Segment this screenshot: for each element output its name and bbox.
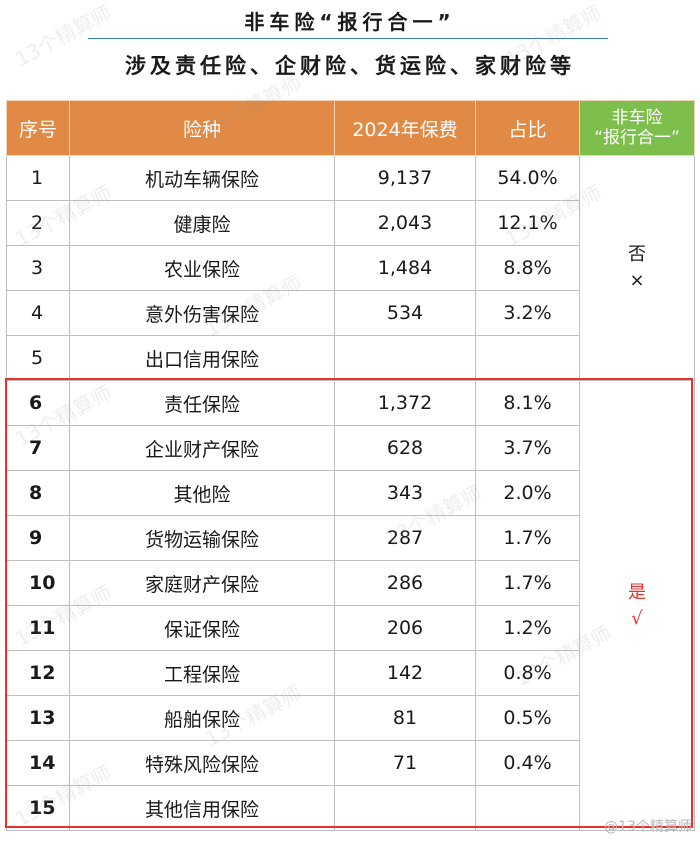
cell-share: 8.8% [475,245,580,291]
cell-type: 企业财产保险 [69,425,335,471]
yes-mark-cell: 是 √ [579,380,695,831]
cell-seq: 9 [6,515,70,561]
table-row: 2 健康险 2,043 12.1% [6,200,695,246]
header-premium: 2024年保费 [334,100,476,156]
cell-seq: 4 [6,290,70,336]
cell-type: 出口信用保险 [69,335,335,381]
table-row: 1 机动车辆保险 9,137 54.0% 否 × [6,155,695,381]
cell-type: 农业保险 [69,245,335,291]
cell-type: 保证保险 [69,605,335,651]
cell-premium: 2,043 [334,200,476,246]
cell-type: 其他信用保险 [69,785,335,831]
cell-share: 1.7% [475,515,580,561]
cell-seq: 5 [6,335,70,381]
cell-share [475,785,580,831]
credit-watermark: @13个精算师 [604,819,692,835]
table-row: 11 保证保险 206 1.2% [6,605,695,651]
table-row: 7 企业财产保险 628 3.7% [6,425,695,471]
cell-share: 8.1% [475,380,580,426]
cell-premium: 1,372 [334,380,476,426]
cell-type: 特殊风险保险 [69,740,335,786]
header-report-match-line2: “报行合一” [594,128,680,148]
cell-seq: 11 [6,605,70,651]
table-row: 4 意外伤害保险 534 3.2% [6,290,695,336]
cell-premium: 286 [334,560,476,606]
table-row: 3 农业保险 1,484 8.8% [6,245,695,291]
cell-seq: 14 [6,740,70,786]
cell-share: 3.7% [475,425,580,471]
cell-premium: 9,137 [334,155,476,201]
cell-share: 54.0% [475,155,580,201]
table-row: 6 责任保险 1,372 8.1% 是 √ [6,380,695,831]
yes-mark-text: 是 [628,581,646,603]
cell-seq: 3 [6,245,70,291]
cell-seq: 8 [6,470,70,516]
header-type: 险种 [69,100,335,156]
cell-type: 船舶保险 [69,695,335,741]
table-header-row: 序号 险种 2024年保费 占比 非车险 “报行合一” [6,100,695,156]
header-share: 占比 [475,100,580,156]
cell-type: 工程保险 [69,650,335,696]
cell-share: 2.0% [475,470,580,516]
cell-share: 0.5% [475,695,580,741]
cell-type: 责任保险 [69,380,335,426]
title-underline [88,38,608,39]
cell-seq: 12 [6,650,70,696]
cell-premium [334,335,476,381]
page-title: 非车险“报行合一” [244,10,456,34]
table-row: 12 工程保险 142 0.8% [6,650,695,696]
cell-type: 其他险 [69,470,335,516]
header-report-match-line1: 非车险 [611,108,663,128]
cell-type: 家庭财产保险 [69,560,335,606]
table-row: 5 出口信用保险 [6,335,695,381]
insurance-table: 序号 险种 2024年保费 占比 非车险 “报行合一” 1 机动车辆保险 9,1… [6,100,695,831]
cell-type: 意外伤害保险 [69,290,335,336]
cell-type: 健康险 [69,200,335,246]
cell-seq: 10 [6,560,70,606]
cell-share: 3.2% [475,290,580,336]
cell-seq: 1 [6,155,70,201]
cell-share [475,335,580,381]
cell-premium: 71 [334,740,476,786]
cell-premium: 534 [334,290,476,336]
no-mark-text: 否 [628,244,646,265]
cell-seq: 7 [6,425,70,471]
cell-premium: 81 [334,695,476,741]
cell-premium: 287 [334,515,476,561]
cell-premium: 343 [334,470,476,516]
cell-premium [334,785,476,831]
no-mark-cell: 否 × [579,155,695,381]
cell-share: 0.4% [475,740,580,786]
page-subtitle: 涉及责任险、企财险、货运险、家财险等 [125,54,575,78]
cell-share: 1.7% [475,560,580,606]
header-report-match: 非车险 “报行合一” [579,100,695,156]
cell-seq: 2 [6,200,70,246]
cell-seq: 15 [6,785,70,831]
cell-seq: 6 [6,380,70,426]
cell-type: 机动车辆保险 [69,155,335,201]
table-row: 14 特殊风险保险 71 0.4% [6,740,695,786]
cell-share: 0.8% [475,650,580,696]
cell-premium: 142 [334,650,476,696]
cell-premium: 206 [334,605,476,651]
cell-type: 货物运输保险 [69,515,335,561]
cell-seq: 13 [6,695,70,741]
cell-premium: 1,484 [334,245,476,291]
header-seq: 序号 [6,100,70,156]
table-row: 13 船舶保险 81 0.5% [6,695,695,741]
table-row: 15 其他信用保险 [6,785,695,831]
cross-icon: × [629,270,645,291]
check-icon: √ [631,607,643,629]
table-row: 9 货物运输保险 287 1.7% [6,515,695,561]
cell-premium: 628 [334,425,476,471]
cell-share: 1.2% [475,605,580,651]
cell-share: 12.1% [475,200,580,246]
